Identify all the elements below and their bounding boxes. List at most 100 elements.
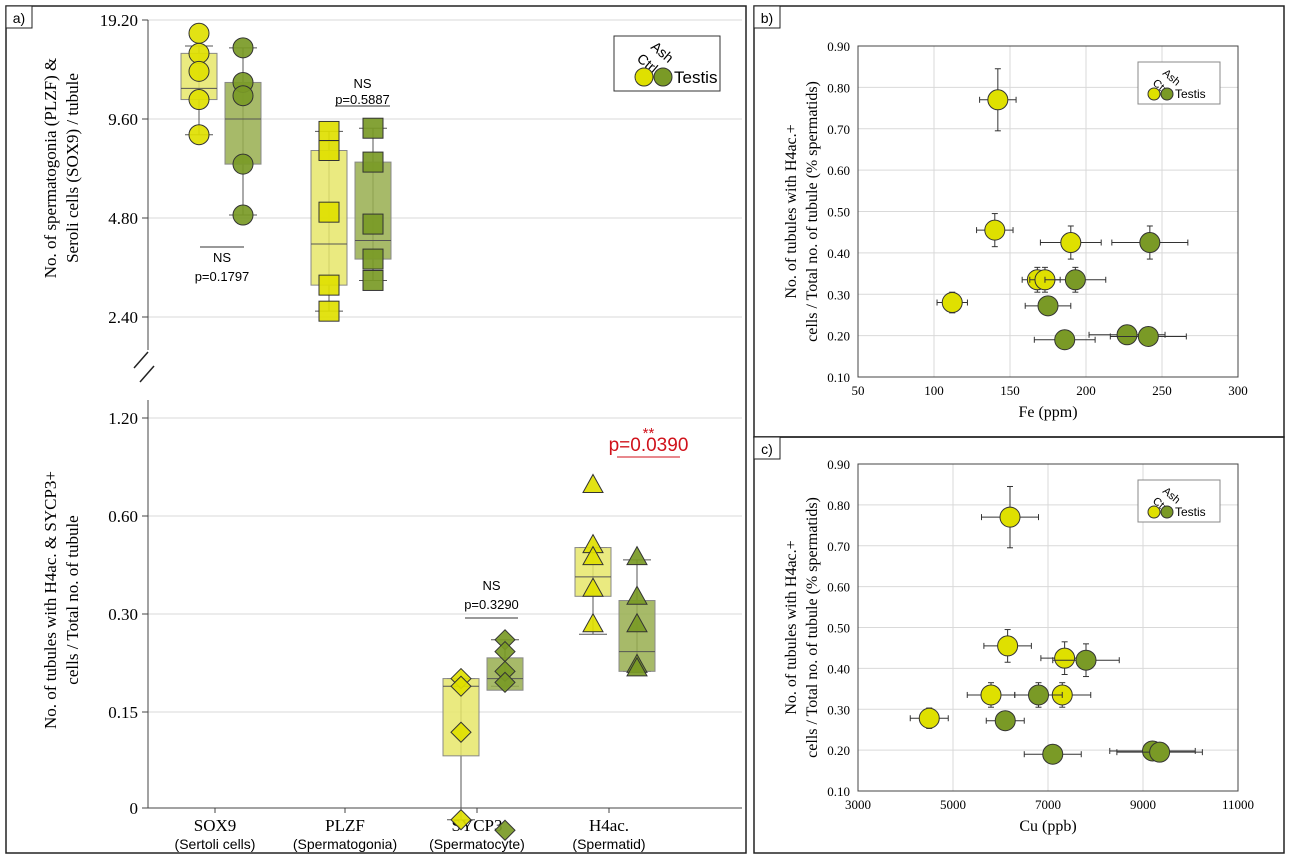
y-axis-label-line: cells / Total no. of tubule (% spermatid…: [804, 497, 821, 758]
data-point: [582, 577, 604, 597]
data-point: [494, 671, 516, 694]
data-point: [1028, 684, 1049, 706]
legend-ash-marker: [1160, 505, 1174, 519]
x-tick-label: 50: [852, 383, 865, 398]
data-point: [318, 120, 340, 142]
y-tick-label: 1.20: [108, 409, 138, 428]
y-axis-label-line: No. of tubules with H4ac. & SYCP3+: [41, 471, 60, 729]
axis-break-mark: [139, 365, 155, 383]
data-point: [188, 60, 210, 82]
data-point: [1139, 232, 1161, 254]
y-tick-label: 0.70: [827, 539, 850, 554]
y-tick-label: 0.40: [827, 246, 850, 261]
x-tick-label: 5000: [940, 797, 966, 812]
y-tick-label: 0.30: [827, 702, 850, 717]
panel-c-label: c): [761, 441, 773, 457]
y-tick-label: 0.90: [827, 457, 850, 472]
x-tick-label: PLZF: [325, 816, 365, 835]
x-tick-sublabel: (Spermatocyte): [429, 836, 525, 852]
data-point: [450, 721, 472, 743]
y-axis-label-top: No. of spermatogonia (PLZF) & Seroli cell…: [41, 58, 82, 279]
x-axis-label: Fe (ppm): [1018, 404, 1077, 421]
legend-ash-marker: [653, 67, 673, 87]
y-tick-label: 0.60: [827, 163, 850, 178]
p-value-label: p=0.3290: [464, 597, 519, 612]
x-tick-label: 300: [1228, 383, 1248, 398]
y-tick-label: 0.20: [827, 329, 850, 344]
y-tick-label: 0.60: [108, 507, 138, 526]
data-point: [494, 819, 516, 841]
y-tick-label: 0.20: [827, 743, 850, 758]
data-point: [997, 635, 1019, 657]
data-point: [984, 219, 1006, 241]
legend-tissue-label: Testis: [1175, 505, 1206, 519]
y-tick-label: 19.20: [100, 11, 138, 30]
significance-label: NS: [482, 578, 500, 593]
data-point: [1037, 295, 1059, 317]
y-tick-label: 0: [130, 799, 139, 818]
data-point: [188, 22, 210, 44]
data-point: [1042, 743, 1064, 765]
data-point: [994, 710, 1016, 732]
x-tick-label: H4ac.: [589, 816, 629, 835]
y-axis-label-line: cells / Total no. of tubule (% spermatid…: [804, 81, 821, 342]
data-point: [450, 809, 472, 831]
y-tick-label: 0.70: [827, 122, 850, 137]
y-axis-label-line: No. of tubules with H4ac.+: [783, 540, 800, 714]
data-point: [1149, 741, 1171, 763]
panel-a-label-box: [5, 5, 33, 29]
y-tick-label: 4.80: [108, 209, 138, 228]
data-point: [232, 85, 254, 107]
y-tick-label: 0.60: [827, 580, 850, 595]
x-tick-sublabel: (Sertoli cells): [175, 836, 256, 852]
x-tick-label: 150: [1000, 383, 1020, 398]
x-tick-label: 11000: [1222, 797, 1254, 812]
data-point: [362, 269, 384, 291]
data-point: [1075, 649, 1097, 671]
data-point: [582, 473, 604, 493]
data-point: [626, 585, 648, 605]
legend-tissue-label: Testis: [674, 68, 717, 87]
legend-ctrl-marker: [1147, 87, 1161, 101]
data-point: [1064, 269, 1086, 291]
y-tick-label: 0.90: [827, 39, 850, 54]
plot-area: [857, 45, 1239, 378]
panel-b-label: b): [761, 10, 773, 26]
y-tick-label: 0.15: [108, 703, 138, 722]
data-point: [362, 151, 384, 173]
y-tick-label: 9.60: [108, 110, 138, 129]
legend-ctrl-marker: [1147, 505, 1161, 519]
data-point: [232, 204, 254, 226]
data-point: [1116, 324, 1138, 346]
x-axis-label: Cu (ppb): [1019, 818, 1076, 835]
y-axis-label: No. of tubules with H4ac.+ cells / Total …: [783, 497, 821, 758]
data-point: [232, 153, 254, 175]
data-point: [941, 292, 963, 314]
panel-c-scatter: 3000 5000 7000 9000 11000 0.10 0.20 0.30 0.40 0.5…: [783, 457, 1254, 835]
y-tick-label: 0.50: [827, 205, 850, 220]
data-point: [188, 89, 210, 111]
x-tick-label: SOX9: [194, 816, 237, 835]
significance-label: NS: [353, 76, 371, 91]
legend-ash-marker: [1160, 87, 1174, 101]
data-point: [1054, 329, 1076, 351]
y-axis-label: No. of tubules with H4ac.+ cells / Total …: [783, 81, 821, 342]
x-tick-label: 7000: [1035, 797, 1061, 812]
panel-c-label-box: [753, 436, 781, 460]
significance-label: NS: [213, 250, 231, 265]
panel-a-frame: [5, 5, 747, 854]
data-point: [362, 117, 384, 139]
x-tick-label: 200: [1076, 383, 1096, 398]
data-point: [626, 545, 648, 566]
data-point: [987, 89, 1009, 111]
significance-label: **: [643, 425, 655, 442]
y-tick-label: 0.30: [108, 605, 138, 624]
legend-tissue-label: Testis: [1175, 87, 1206, 101]
panel-b-label-box: [753, 5, 781, 29]
y-tick-label: 0.80: [827, 498, 850, 513]
plot-area: [857, 463, 1239, 792]
x-tick-sublabel: (Spermatogonia): [293, 836, 397, 852]
data-point: [918, 707, 940, 729]
data-point: [362, 248, 384, 270]
